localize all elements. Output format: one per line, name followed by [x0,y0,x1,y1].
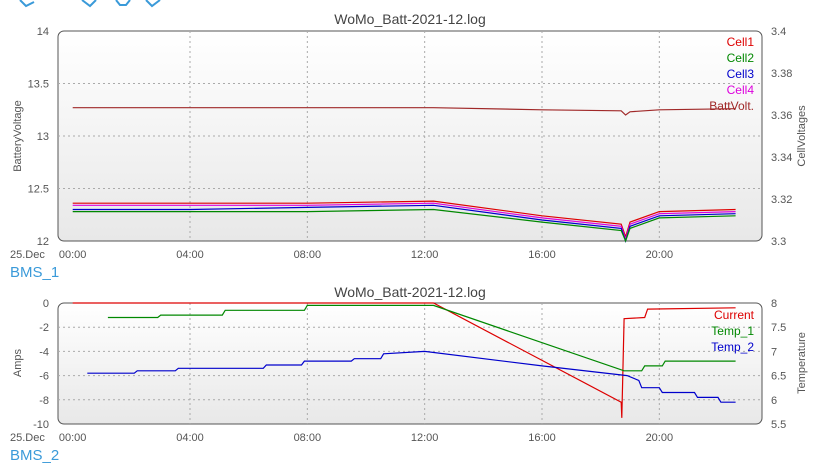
chart-bms1: WoMo_Batt-2021-12.log 14 13.5 13 12.5 12 3.4… [10,11,808,281]
y-tick-label-left: -6 [39,371,49,383]
section-label-bms2[interactable]: BMS_2 [10,447,59,464]
y-tick-label-right: 3.34 [771,152,792,164]
date-label: 25.Dec [10,249,45,261]
y-tick-label-right: 3.3 [771,236,786,248]
x-tick-label: 04:00 [176,432,204,444]
x-tick-label: 00:00 [59,249,87,261]
section-label-bms1[interactable]: BMS_1 [10,264,59,281]
chart-title: WoMo_Batt-2021-12.log [334,11,486,27]
chart-title: WoMo_Batt-2021-12.log [334,284,486,300]
y-tick-label-right: 5.5 [771,419,786,431]
y-tick-label-left: 13 [37,131,49,143]
x-tick-label: 12:00 [411,249,439,261]
legend-item: Cell2 [727,51,755,65]
y-axis-label-left: Amps [12,348,24,377]
legend-item: BattVolt. [709,99,754,113]
right-axis-ticks: 8 7.5 7 6.5 6 5.5 [771,298,786,431]
y-tick-label-right: 3.4 [771,26,786,38]
series-line-cell2 [72,208,736,243]
y-tick-label-right: 6 [771,395,777,407]
y-axis-label-right: CellVoltages [796,105,808,167]
toolbar [19,0,161,8]
legend-item: Current [714,308,755,322]
date-label: 25.Dec [10,432,45,444]
zoom-icon[interactable] [19,0,35,8]
series-line-temp-2 [87,350,736,403]
series-line-battvolt [72,107,736,116]
y-tick-label-right: 6.5 [771,371,786,383]
back-icon[interactable] [115,0,131,6]
y-tick-label-left: -10 [33,419,49,431]
y-tick-label-right: 3.32 [771,194,792,206]
y-tick-label-right: 3.38 [771,68,792,80]
plot-area [57,302,763,425]
legend-item: Cell1 [727,35,755,49]
y-tick-label-left: 12 [37,236,49,248]
y-tick-label-left: -8 [39,395,49,407]
pan-icon[interactable] [81,0,97,8]
x-tick-label: 08:00 [294,249,322,261]
x-axis-ticks: 00:00 04:00 08:00 12:00 16:00 20:00 [59,249,673,261]
series-lines [72,302,736,418]
series-line-cell3 [72,204,736,243]
grid [58,303,762,424]
y-axis-label-left: BatteryVoltage [12,100,24,172]
series-line-temp-1 [107,304,736,372]
x-tick-label: 12:00 [411,432,439,444]
y-tick-label-left: -2 [39,322,49,334]
grid [58,31,762,241]
y-tick-label-right: 3.36 [771,110,792,122]
left-axis-ticks: 0 -2 -4 -6 -8 -10 [33,298,49,431]
y-axis-label-right: Temperature [796,332,808,394]
y-tick-label-right: 8 [771,298,777,310]
series-line-cell4 [72,202,736,241]
y-tick-label-left: 13.5 [28,79,49,91]
legend-item: Temp_1 [711,324,754,338]
y-tick-label-right: 7.5 [771,322,786,334]
x-tick-label: 00:00 [59,432,87,444]
y-tick-label-left: -4 [39,346,49,358]
chart-bms2: WoMo_Batt-2021-12.log 0 -2 -4 -6 -8 -10 8 7.5 7… [10,284,808,464]
left-axis-ticks: 14 13.5 13 12.5 12 [28,26,49,248]
forward-icon[interactable] [145,0,161,8]
legend-item: Cell4 [727,83,755,97]
x-tick-label: 16:00 [528,432,556,444]
series-line-cell1 [72,200,736,239]
series-lines [72,107,736,243]
legend-item: Cell3 [727,67,755,81]
x-tick-label: 20:00 [646,432,674,444]
x-tick-label: 16:00 [528,249,556,261]
x-axis-ticks: 00:00 04:00 08:00 12:00 16:00 20:00 [59,432,673,444]
series-line-current [72,302,736,418]
x-tick-label: 08:00 [294,432,322,444]
legend-item: Temp_2 [711,340,754,354]
x-tick-label: 04:00 [176,249,204,261]
y-tick-label-left: 14 [37,26,49,38]
y-tick-label-left: 12.5 [28,184,49,196]
y-tick-label-right: 7 [771,346,777,358]
right-axis-ticks: 3.4 3.38 3.36 3.34 3.32 3.3 [771,26,792,248]
legend: Current Temp_1 Temp_2 [711,308,754,354]
y-tick-label-left: 0 [43,298,49,310]
x-tick-label: 20:00 [646,249,674,261]
legend: Cell1 Cell2 Cell3 Cell4 BattVolt. [709,35,754,113]
